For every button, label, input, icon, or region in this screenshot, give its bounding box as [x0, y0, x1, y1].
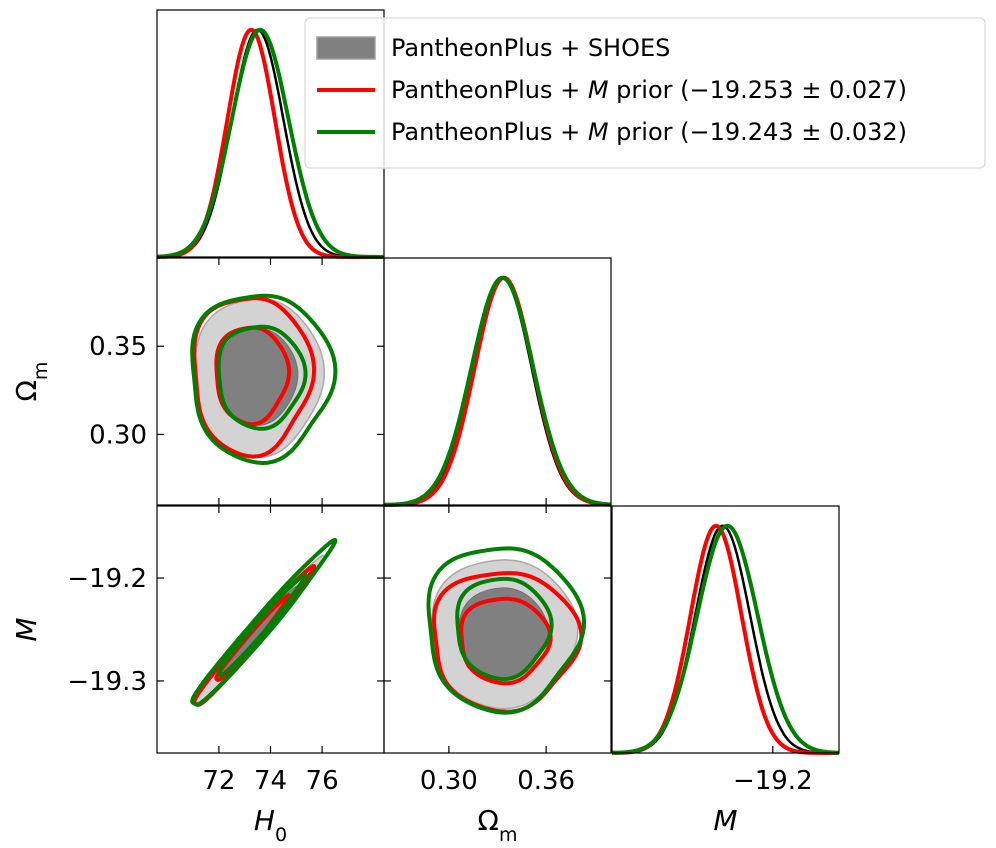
- contour-68-series-2: [455, 576, 554, 682]
- contour-95-series-2: [190, 293, 338, 465]
- x-tick-label: 0.36: [517, 766, 575, 796]
- panel-2d-H0-Om: [190, 293, 338, 465]
- panel-contours: [426, 546, 587, 715]
- x-tick-label: 0.30: [420, 766, 478, 796]
- panel-2d-Om-M: [426, 546, 587, 715]
- axis-label-sub: m: [30, 362, 52, 381]
- x-tick-label: −19.2: [733, 766, 813, 796]
- axis-label-main: Ω: [478, 804, 499, 837]
- axis-label-M: M: [10, 617, 43, 641]
- legend-frame: [304, 17, 986, 169]
- y-tick-label: −19.3: [67, 667, 147, 697]
- contour-68-series-1: [459, 596, 553, 686]
- y-tick-label: −19.2: [67, 564, 147, 594]
- legend-label-pre: PantheonPlus +: [391, 76, 588, 104]
- axis-label-main: M: [10, 617, 43, 641]
- legend-entry-shoes: PantheonPlus + SHOES: [316, 34, 670, 62]
- legend-label-var: M: [588, 76, 609, 104]
- axis-label-main: H: [254, 804, 275, 837]
- legend-label: PantheonPlus + SHOES: [391, 34, 670, 62]
- legend-label-post: prior (−19.243 ± 0.032): [609, 118, 907, 146]
- legend-label: PantheonPlus + M prior (−19.253 ± 0.027): [391, 76, 907, 104]
- density-1d-Om-series-1: [383, 275, 612, 507]
- panel-2d-H0-M: [190, 537, 338, 707]
- panel-1d-M: [611, 523, 840, 755]
- legend-label: PantheonPlus + M prior (−19.243 ± 0.032): [391, 118, 907, 146]
- legend-entry-m1: PantheonPlus + M prior (−19.253 ± 0.027): [317, 76, 907, 104]
- panel-frame-1-2: [383, 505, 612, 754]
- axis-label-main: Ω: [10, 380, 43, 401]
- contour-95-series-2: [426, 546, 587, 715]
- contour-95-series-2: [190, 537, 338, 707]
- axis-label-sub: m: [499, 824, 518, 846]
- contour-68-series-2: [216, 572, 308, 677]
- axis-label-Om: Ωm: [10, 362, 52, 402]
- panel-frame-2-2: [611, 505, 840, 754]
- labels-layer: 72 74 76 0.30 0.36 −19.2 0.30 0.35 −19.3 −19.2 H0 Ω…: [10, 332, 813, 846]
- legend-entry-m2: PantheonPlus + M prior (−19.243 ± 0.032): [317, 118, 907, 146]
- y-tick-label: 0.35: [89, 332, 147, 362]
- contour-68-series-2: [216, 324, 308, 431]
- axis-label-Om: Ωm: [478, 804, 518, 846]
- y-tick-label: 0.30: [89, 420, 147, 450]
- density-1d-Om-series-0: [384, 276, 612, 507]
- density-1d-H0-series-2: [156, 27, 385, 259]
- axis-label-M: M: [713, 804, 737, 837]
- x-tick-label: 72: [202, 766, 235, 796]
- axis-label-main: M: [713, 804, 737, 837]
- panels-layer: [156, 9, 840, 755]
- legend-label-var: M: [588, 118, 609, 146]
- density-1d-Om-series-2: [383, 275, 612, 507]
- legend-label-post: prior (−19.253 ± 0.027): [609, 76, 907, 104]
- panel-contours: [190, 537, 338, 707]
- density-1d-M-series-0: [612, 524, 839, 755]
- legend-swatch: [316, 36, 376, 60]
- axis-label-sub: 0: [275, 824, 287, 846]
- ticks-layer: [157, 258, 774, 753]
- panel-contours: [190, 293, 338, 465]
- density-1d-M-series-1: [611, 523, 840, 755]
- x-tick-label: 76: [306, 766, 339, 796]
- x-tick-label: 74: [254, 766, 287, 796]
- legend-label-pre: PantheonPlus +: [391, 118, 588, 146]
- panel-frame-1-1: [383, 257, 612, 506]
- density-1d-M-series-2: [611, 523, 840, 755]
- panel-1d-Om: [383, 275, 612, 507]
- contour-68-series-1: [214, 325, 292, 427]
- legend: PantheonPlus + SHOES PantheonPlus + M pri…: [304, 17, 986, 169]
- axis-label-H0: H0: [254, 804, 287, 846]
